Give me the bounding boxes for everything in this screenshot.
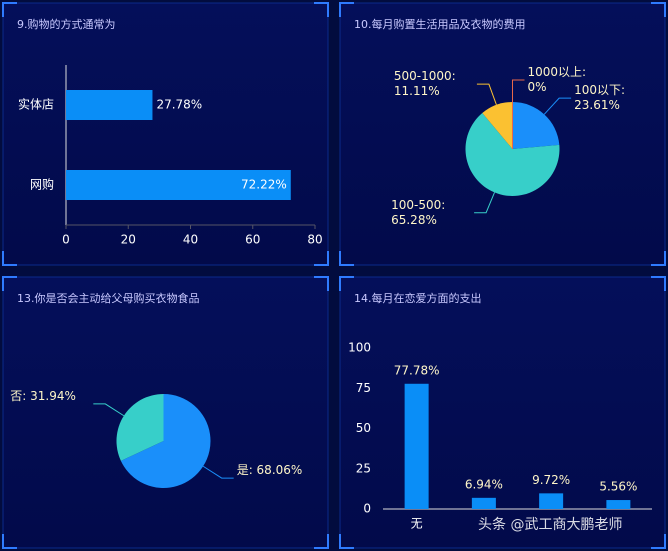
bar (66, 90, 153, 120)
panel-corner (651, 276, 666, 291)
y-tick-label: 100 (348, 341, 371, 355)
leader-line (512, 79, 525, 102)
chart-title: 9.购物的方式通常为 (17, 17, 116, 31)
panel-corner (314, 251, 329, 266)
bar (66, 170, 291, 200)
y-tick-label: 网购 (30, 177, 54, 192)
panel-corner (339, 2, 354, 17)
panel (2, 2, 329, 266)
bar (606, 500, 631, 509)
y-tick-label: 75 (356, 381, 371, 395)
pie-slice (482, 102, 513, 149)
x-tick-label: 40 (183, 233, 198, 247)
value-label: 5.56% (599, 480, 637, 494)
x-tick-label: 20 (121, 233, 136, 247)
y-tick-label: 0 (363, 502, 371, 516)
panel-corner (2, 2, 17, 17)
value-label: 6.94% (465, 477, 503, 491)
panel-corner (339, 534, 354, 549)
leader-line (93, 403, 125, 417)
panel-corner (339, 251, 354, 266)
pie-slice (512, 102, 560, 149)
pie-label: 是: 68.06% (236, 463, 303, 478)
panel-corner (651, 251, 666, 266)
y-tick-label: 50 (356, 421, 371, 435)
pie-label: 100-500: 65.28% (391, 197, 446, 227)
leader-line (202, 465, 234, 479)
value-label: 27.78% (156, 98, 202, 112)
leader-line (543, 97, 572, 115)
pie-slice (465, 112, 560, 197)
value-label: 77.78% (394, 363, 440, 377)
panel-corner (339, 276, 354, 291)
leader-line (474, 192, 495, 214)
chart-title: 14.每月在恋爱方面的支出 (354, 291, 482, 305)
leader-line (476, 83, 497, 106)
x-tick-label: 无 (411, 517, 423, 531)
x-tick-label: 80 (307, 233, 322, 247)
y-tick-label: 25 (356, 461, 371, 475)
chart-title: 10.每月购置生活用品及衣物的费用 (354, 17, 526, 31)
panel-corner (651, 534, 666, 549)
panel-corner (2, 276, 17, 291)
pie-slice (120, 394, 211, 488)
y-tick-label: 实体店 (18, 97, 54, 112)
panel-corner (2, 534, 17, 549)
bar (404, 383, 429, 509)
pie-label: 1000以上: 0% (527, 65, 587, 94)
chart-title: 13.你是否会主动给父母购买衣物食品 (17, 291, 200, 305)
panel-corner (651, 2, 666, 17)
pie-label: 100以下: 23.61% (574, 83, 626, 113)
panel-corner (2, 251, 17, 266)
value-label: 9.72% (532, 473, 570, 487)
pie-slice (116, 394, 164, 461)
x-tick-label: 60 (245, 233, 260, 247)
panel-corner (314, 276, 329, 291)
watermark: 头条 @武工商大鹏老师 (478, 517, 623, 533)
bar (539, 493, 564, 509)
pie-label: 500-1000: 11.11% (393, 69, 456, 99)
panel-corner (314, 2, 329, 17)
value-label: 72.22% (241, 178, 287, 192)
panel-corner (314, 534, 329, 549)
pie-label: 否: 31.94% (10, 388, 76, 403)
x-tick-label: 0 (62, 233, 70, 247)
bar (471, 497, 496, 509)
